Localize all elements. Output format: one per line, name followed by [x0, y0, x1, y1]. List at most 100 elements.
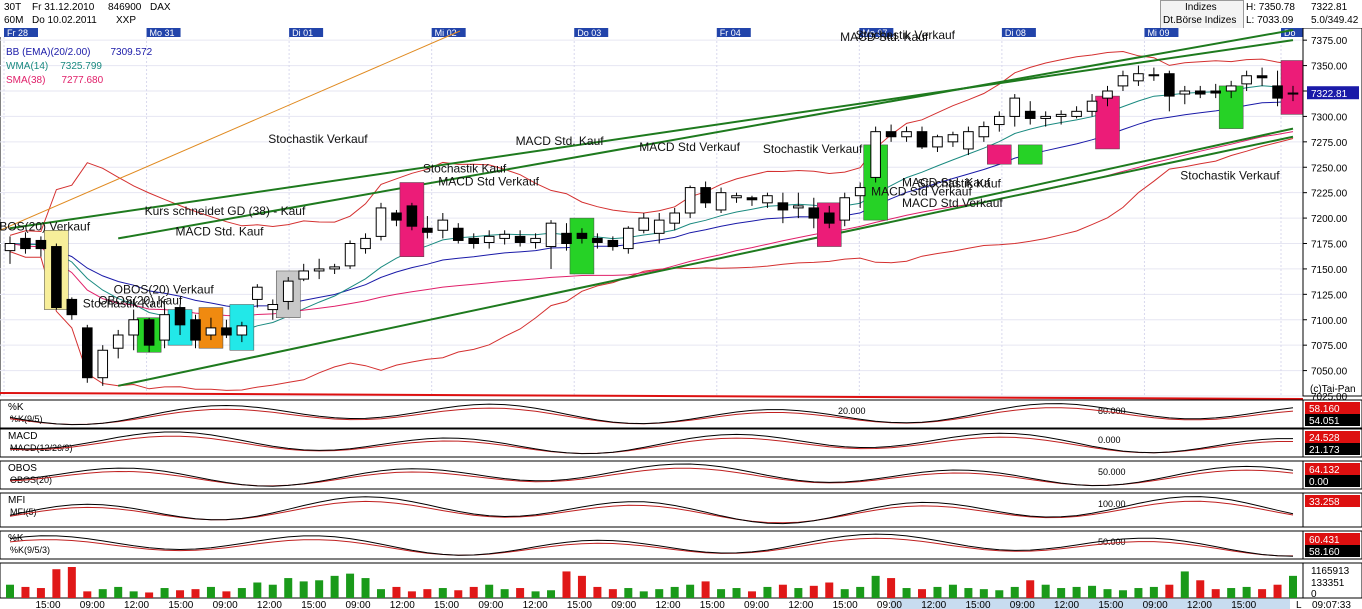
volume-bar — [1010, 586, 1019, 598]
day-label-bg — [146, 28, 181, 37]
panel-value-1: 33.258 — [1309, 497, 1340, 508]
panel-value-2: 58.160 — [1309, 547, 1340, 558]
candle-body — [190, 319, 201, 341]
volume-bar — [918, 589, 927, 598]
panel-name: OBOS — [8, 463, 37, 474]
day-label-bg — [4, 28, 38, 37]
panel-indicator-line — [9, 496, 1294, 525]
candle-body — [607, 239, 619, 248]
candle-body — [159, 314, 170, 341]
volume-bar — [1273, 584, 1282, 598]
copyright-label: (c)Tai-Pan — [1310, 384, 1356, 395]
signal-label: Kurs schneidet GD (38) - Kauf — [145, 204, 306, 218]
candle-body — [947, 134, 959, 143]
volume-bar — [1258, 589, 1267, 598]
day-label-bg — [431, 28, 466, 37]
time-axis-label: 09:00 — [345, 600, 370, 609]
candle-body — [808, 207, 820, 219]
volume-bar — [686, 584, 695, 598]
candle-body — [128, 319, 139, 336]
volume-bar — [948, 584, 957, 598]
signal-label: Stochastik Kauf — [83, 297, 167, 311]
low-label: L: 7033.09 — [1246, 15, 1294, 26]
volume-bar — [346, 573, 355, 598]
exchange-label: XXP — [116, 15, 137, 26]
candle-body — [1040, 115, 1051, 119]
candle-body — [746, 197, 758, 201]
candle-body — [452, 227, 464, 241]
channel-line — [118, 29, 1294, 240]
time-axis-label: 12:00 — [257, 600, 282, 609]
time-axis-label: 12:00 — [655, 600, 680, 609]
signal-label: Stochastik Kauf — [423, 161, 507, 175]
day-label-bg — [1144, 28, 1179, 37]
time-axis-label: 12:00 — [921, 600, 946, 609]
candle-body — [1102, 90, 1113, 99]
price-axis: 7375.007350.007325.007300.007275.007250.… — [1302, 28, 1362, 403]
time-axis-label: 15:00 — [35, 600, 60, 609]
volume-bar — [516, 588, 525, 598]
time-axis-label: 09:00 — [1143, 600, 1168, 609]
volume-bar — [67, 567, 76, 598]
candles — [4, 65, 1299, 386]
panel-level: 100.00 — [1098, 499, 1126, 509]
volume-bar — [469, 586, 478, 598]
signal-label: MACD Std. Kauf — [175, 224, 264, 238]
candle-body — [4, 243, 16, 252]
volume-bar — [1180, 571, 1189, 598]
volume-bar — [794, 588, 803, 598]
price-tick-label: 7375.00 — [1311, 36, 1348, 47]
header-bar: 30T Fr 31.12.2010 846900 DAX 60M Do 10.0… — [0, 0, 1362, 29]
panel-value-1: 58.160 — [1309, 404, 1340, 415]
candle-body — [205, 327, 217, 336]
day-label-bar: Fr 28 Mo 31 Di 01 Mi 02 Do 03 Fr 04 Mo 07 Di 08… — [0, 28, 1315, 38]
volume-bar — [979, 589, 988, 598]
legend-sma: SMA(38) 7277.680 — [6, 74, 152, 88]
signal-label: MACD Std Verkauf — [871, 185, 972, 199]
volume-bar — [701, 581, 710, 598]
price-tick-label: 7025.00 — [1311, 392, 1348, 403]
volume-bar — [778, 584, 787, 598]
candle-body — [344, 243, 356, 267]
candle-body — [1210, 90, 1222, 94]
last-price: 7322.81 — [1311, 2, 1348, 13]
time-axis-label: 09:00 — [1010, 600, 1035, 609]
volume-bar — [809, 585, 818, 598]
price-tick-label: 7150.00 — [1311, 265, 1348, 276]
volume-bar — [52, 569, 61, 598]
candle-body — [762, 195, 773, 204]
day-label: Di 08 — [1005, 28, 1026, 38]
time-axis-label: 15:00 — [567, 600, 592, 609]
volume-bar — [191, 589, 200, 598]
time-axis-label: 09:00 — [478, 600, 503, 609]
panel-value-1: 24.528 — [1309, 433, 1340, 444]
candle-body — [1024, 110, 1036, 119]
price-chart: Fr 28 Mo 31 Di 01 Mi 02 Do 03 Fr 04 Mo 07 Di 08… — [0, 28, 1362, 609]
price-tick-label: 7350.00 — [1311, 62, 1348, 73]
high-label: H: 7350.78 — [1246, 2, 1295, 13]
volume-bar — [964, 588, 973, 598]
legend-sma-label: SMA(38) — [6, 75, 46, 86]
panel-level: 50.000 — [1098, 467, 1126, 477]
time-axis-label: 09:00 — [611, 600, 636, 609]
signal-label: Stochastik Kauf — [917, 177, 1001, 191]
volume-bar — [284, 578, 293, 598]
signal-label: Stochastik Verkauf — [268, 132, 368, 146]
volume-bar — [206, 586, 215, 598]
volume-bar — [253, 582, 262, 598]
time-axis-label: 12:00 — [1187, 600, 1212, 609]
candle-body — [112, 334, 124, 349]
candle-body — [267, 304, 279, 311]
volume-bar — [407, 591, 416, 598]
day-label: Mo 07 — [862, 28, 887, 38]
volume-axis-top: 1165913 — [1311, 566, 1350, 577]
candle-body — [530, 237, 541, 243]
volume-bar — [1242, 586, 1251, 598]
price-tick-label: 7125.00 — [1311, 290, 1348, 301]
volume-bar — [21, 586, 30, 598]
candle-body — [823, 212, 835, 224]
bollinger-upper-line — [9, 50, 1294, 236]
legend-wma-value: 7325.799 — [60, 61, 102, 72]
candle-body — [483, 235, 495, 243]
